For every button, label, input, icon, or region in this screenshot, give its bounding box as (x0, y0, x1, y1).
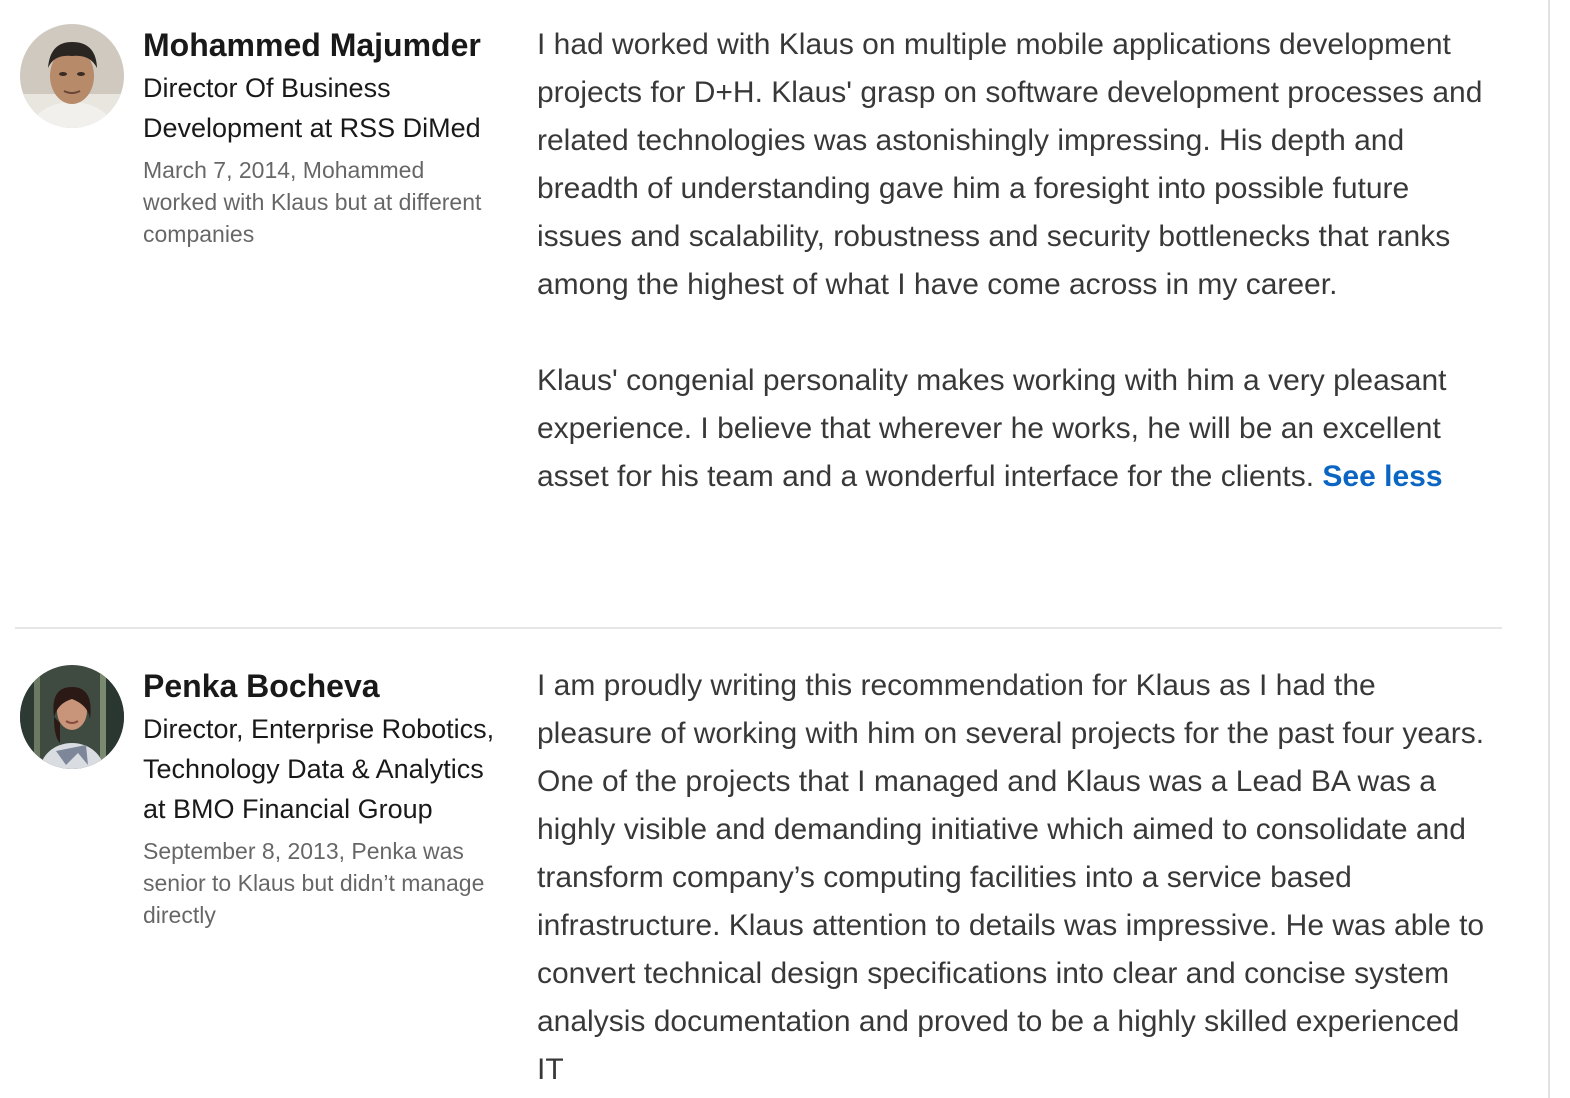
recommendation-text: I am proudly writing this recommendation… (537, 662, 1492, 1094)
recommender-headline: Director Of Business Development at RSS … (143, 73, 481, 143)
person-photo-avatar-icon (20, 665, 124, 769)
recommendation-text: I had worked with Klaus on multiple mobi… (537, 21, 1492, 501)
recommender-headline: Director, Enterprise Robotics, Technolog… (143, 714, 495, 824)
recommendation-paragraph: I am proudly writing this recommendation… (537, 669, 1485, 1086)
recommendation-paragraph: Klaus' congenial personality makes worki… (537, 357, 1492, 501)
avatar[interactable] (20, 24, 124, 128)
person-photo-avatar-icon (20, 24, 124, 128)
recommender-meta: Mohammed Majumder Director Of Business D… (143, 24, 513, 250)
divider (15, 627, 1502, 629)
scrollbar[interactable] (1548, 0, 1570, 1098)
see-less-link[interactable]: See less (1322, 460, 1443, 493)
avatar[interactable] (20, 665, 124, 769)
recommendation-date-relationship: September 8, 2013, Penka was senior to K… (143, 838, 485, 928)
recommender-name[interactable]: Penka Bocheva (143, 668, 380, 704)
recommendation-paragraph: I had worked with Klaus on multiple mobi… (537, 28, 1483, 301)
recommender-name[interactable]: Mohammed Majumder (143, 27, 481, 63)
recommendation-paragraph-text: Klaus' congenial personality makes worki… (537, 364, 1447, 493)
recommender-meta: Penka Bocheva Director, Enterprise Robot… (143, 665, 513, 931)
recommendation-date-relationship: March 7, 2014, Mohammed worked with Klau… (143, 157, 482, 247)
